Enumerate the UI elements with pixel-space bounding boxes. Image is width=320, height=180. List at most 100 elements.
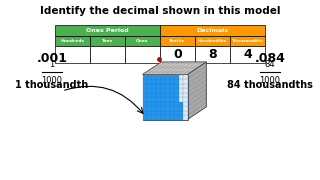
Bar: [161, 115, 165, 120]
Polygon shape: [142, 62, 206, 75]
Bar: [165, 79, 170, 84]
Bar: [156, 75, 161, 79]
Bar: [147, 88, 151, 93]
Bar: [161, 79, 165, 84]
Bar: [165, 111, 170, 115]
Bar: [174, 106, 179, 111]
Bar: [170, 75, 174, 79]
Bar: [165, 93, 170, 97]
Bar: [55, 46, 90, 63]
Text: Tenths: Tenths: [169, 39, 186, 43]
Bar: [142, 102, 147, 106]
Bar: [151, 93, 156, 97]
Bar: [170, 93, 174, 97]
Text: Thousandths: Thousandths: [232, 39, 263, 43]
Bar: [147, 79, 151, 84]
Bar: [170, 111, 174, 115]
Bar: [170, 115, 174, 120]
Bar: [55, 36, 90, 46]
Bar: [156, 111, 161, 115]
Bar: [183, 106, 188, 111]
Bar: [151, 115, 156, 120]
Bar: [183, 111, 188, 115]
Bar: [142, 97, 147, 102]
Bar: [156, 88, 161, 93]
Bar: [142, 79, 147, 84]
Bar: [147, 97, 151, 102]
Text: Ones: Ones: [136, 39, 149, 43]
Bar: [183, 79, 188, 84]
Bar: [142, 111, 147, 115]
Bar: [151, 106, 156, 111]
Bar: [147, 111, 151, 115]
Bar: [151, 88, 156, 93]
Bar: [183, 84, 188, 88]
Bar: [170, 106, 174, 111]
Bar: [170, 84, 174, 88]
Bar: [174, 84, 179, 88]
Bar: [160, 25, 265, 36]
Bar: [174, 93, 179, 97]
Bar: [165, 106, 170, 111]
Bar: [165, 97, 170, 102]
Bar: [125, 36, 160, 46]
Bar: [161, 93, 165, 97]
Bar: [174, 111, 179, 115]
Bar: [156, 93, 161, 97]
Bar: [142, 75, 147, 79]
Bar: [170, 97, 174, 102]
Bar: [161, 75, 165, 79]
Text: Hundredths: Hundredths: [198, 39, 227, 43]
Bar: [179, 88, 183, 93]
Bar: [161, 111, 165, 115]
Bar: [161, 84, 165, 88]
Bar: [156, 106, 161, 111]
Bar: [183, 102, 188, 106]
Bar: [230, 46, 265, 63]
Text: 4: 4: [243, 48, 252, 61]
Bar: [151, 97, 156, 102]
Bar: [165, 115, 170, 120]
Text: Decimals: Decimals: [196, 28, 228, 33]
Bar: [90, 46, 125, 63]
Bar: [174, 75, 179, 79]
Bar: [165, 88, 170, 93]
Text: .084: .084: [255, 51, 285, 64]
Bar: [142, 75, 188, 120]
Text: Ones Period: Ones Period: [86, 28, 129, 33]
Bar: [151, 75, 156, 79]
Bar: [160, 46, 195, 63]
Bar: [161, 88, 165, 93]
Bar: [179, 75, 183, 79]
Bar: [147, 115, 151, 120]
Text: Identify the decimal shown in this model: Identify the decimal shown in this model: [40, 6, 280, 16]
Bar: [151, 111, 156, 115]
Bar: [230, 36, 265, 46]
Bar: [179, 84, 183, 88]
Bar: [142, 93, 147, 97]
Bar: [147, 106, 151, 111]
Bar: [161, 102, 165, 106]
Bar: [174, 115, 179, 120]
Bar: [156, 115, 161, 120]
Text: Hundreds: Hundreds: [60, 39, 84, 43]
Bar: [147, 93, 151, 97]
Text: 84: 84: [265, 60, 275, 69]
Bar: [170, 79, 174, 84]
Bar: [142, 106, 147, 111]
Text: .001: .001: [36, 51, 68, 64]
Text: 0: 0: [173, 48, 182, 61]
Bar: [147, 102, 151, 106]
Bar: [179, 111, 183, 115]
Text: 84 thousandths: 84 thousandths: [227, 80, 313, 90]
Bar: [161, 106, 165, 111]
Polygon shape: [188, 62, 206, 120]
Bar: [142, 115, 147, 120]
Bar: [179, 106, 183, 111]
Text: 1: 1: [49, 60, 55, 69]
Bar: [161, 97, 165, 102]
Bar: [174, 79, 179, 84]
Bar: [165, 84, 170, 88]
Bar: [125, 46, 160, 63]
Bar: [195, 36, 230, 46]
